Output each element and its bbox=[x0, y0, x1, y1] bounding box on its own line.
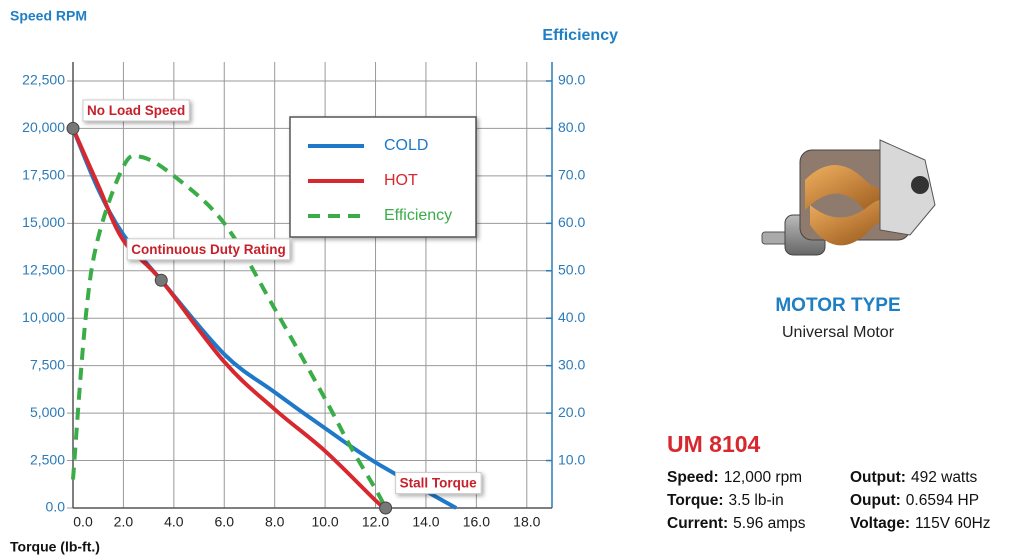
annotation-point bbox=[66, 121, 80, 135]
line bbox=[71, 153, 388, 509]
spec-label: Torque: bbox=[667, 492, 724, 509]
y2-axis-title: Efficiency bbox=[542, 27, 618, 44]
y2-tick-label: 80.0 bbox=[558, 119, 585, 135]
y2-tick-label: 40.0 bbox=[558, 309, 585, 325]
y2-tick-label: 50.0 bbox=[558, 261, 585, 277]
spec-value: 12,000 rpm bbox=[724, 469, 802, 486]
y-tick-label: 12,500 bbox=[22, 261, 65, 277]
x-axis-title: Torque (lb-ft.) bbox=[10, 539, 100, 555]
spec-value: 5.96 amps bbox=[733, 515, 806, 532]
plot: 0.0 2.0 4.0 6.0 8.0 10.0 12.0 14.0 16.0 18.0 0.0 2,… bbox=[22, 62, 585, 530]
x-tick-label: 16.0 bbox=[463, 514, 490, 530]
legend-label: Efficiency bbox=[384, 207, 452, 224]
y2-tick-label: 30.0 bbox=[558, 356, 585, 372]
spec-value: 3.5 lb-in bbox=[729, 492, 784, 509]
x-tick-label: 4.0 bbox=[164, 514, 184, 530]
x-tick-label: 18.0 bbox=[513, 514, 540, 530]
x-tick-label: 2.0 bbox=[114, 514, 134, 530]
x-tick-label: 6.0 bbox=[215, 514, 235, 530]
y2-tick-label: 10.0 bbox=[558, 451, 585, 467]
y-tick-label: 7,500 bbox=[30, 356, 65, 372]
annotation-point bbox=[154, 273, 168, 287]
x-tick-label: 0.0 bbox=[73, 514, 93, 530]
y2-tick-label: 90.0 bbox=[558, 72, 585, 88]
x-tick-label: 8.0 bbox=[265, 514, 285, 530]
spec: Current: 5.96 amps bbox=[667, 515, 806, 532]
y-tick-label: 0.0 bbox=[46, 499, 66, 515]
annotation-label: Stall Torque bbox=[400, 476, 477, 491]
y-tick-label: 15,000 bbox=[22, 214, 65, 230]
spec: Output: 492 watts bbox=[850, 469, 978, 486]
y-tick-label: 17,500 bbox=[22, 167, 65, 183]
y2-tick-label: 60.0 bbox=[558, 214, 585, 230]
annotation-label: No Load Speed bbox=[87, 103, 185, 118]
annotation-box bbox=[82, 99, 190, 122]
annotation-point bbox=[379, 501, 393, 515]
legend-label: COLD bbox=[384, 137, 428, 154]
y-tick-label: 22,500 bbox=[22, 72, 65, 88]
y-tick-label: 2,500 bbox=[30, 451, 65, 467]
y-tick-label: 5,000 bbox=[30, 404, 65, 420]
x-tick-label: 12.0 bbox=[362, 514, 389, 530]
spec-label: Current: bbox=[667, 515, 728, 532]
spec-label: Voltage: bbox=[850, 515, 910, 532]
y2-tick-label: 70.0 bbox=[558, 167, 585, 183]
legend-label: HOT bbox=[384, 172, 418, 189]
model: UM 8104 bbox=[667, 431, 761, 457]
x-tick-label: 10.0 bbox=[311, 514, 338, 530]
y2-tick-label: 20.0 bbox=[558, 404, 585, 420]
spec: Ouput: 0.6594 HP bbox=[850, 492, 979, 509]
y-tick-label: 20,000 bbox=[22, 119, 65, 135]
spec-value: 0.6594 HP bbox=[906, 492, 979, 509]
spec-value: 492 watts bbox=[911, 469, 978, 486]
annotation-label: Continuous Duty Rating bbox=[131, 242, 285, 257]
line bbox=[71, 127, 387, 510]
legend-box bbox=[289, 116, 477, 238]
y-tick-label: 10,000 bbox=[22, 309, 65, 325]
spec-value: 115V 60Hz bbox=[915, 515, 991, 532]
spec-label: Output: bbox=[850, 469, 906, 486]
annotation-box bbox=[395, 472, 482, 495]
x-tick-label: 14.0 bbox=[412, 514, 439, 530]
spec: Speed: 12,000 rpm bbox=[667, 469, 802, 486]
motor-type-label: MOTOR TYPE bbox=[775, 295, 900, 316]
y-axis-title: Speed RPM bbox=[10, 8, 87, 24]
spec: Voltage: 115V 60Hz bbox=[850, 515, 991, 532]
annotation-box bbox=[126, 238, 291, 261]
spec-label: Ouput: bbox=[850, 492, 901, 509]
spec-label: Speed: bbox=[667, 469, 719, 486]
motor-image bbox=[761, 139, 936, 256]
spec: Torque: 3.5 lb-in bbox=[667, 492, 784, 509]
motor-type: Universal Motor bbox=[782, 324, 895, 341]
